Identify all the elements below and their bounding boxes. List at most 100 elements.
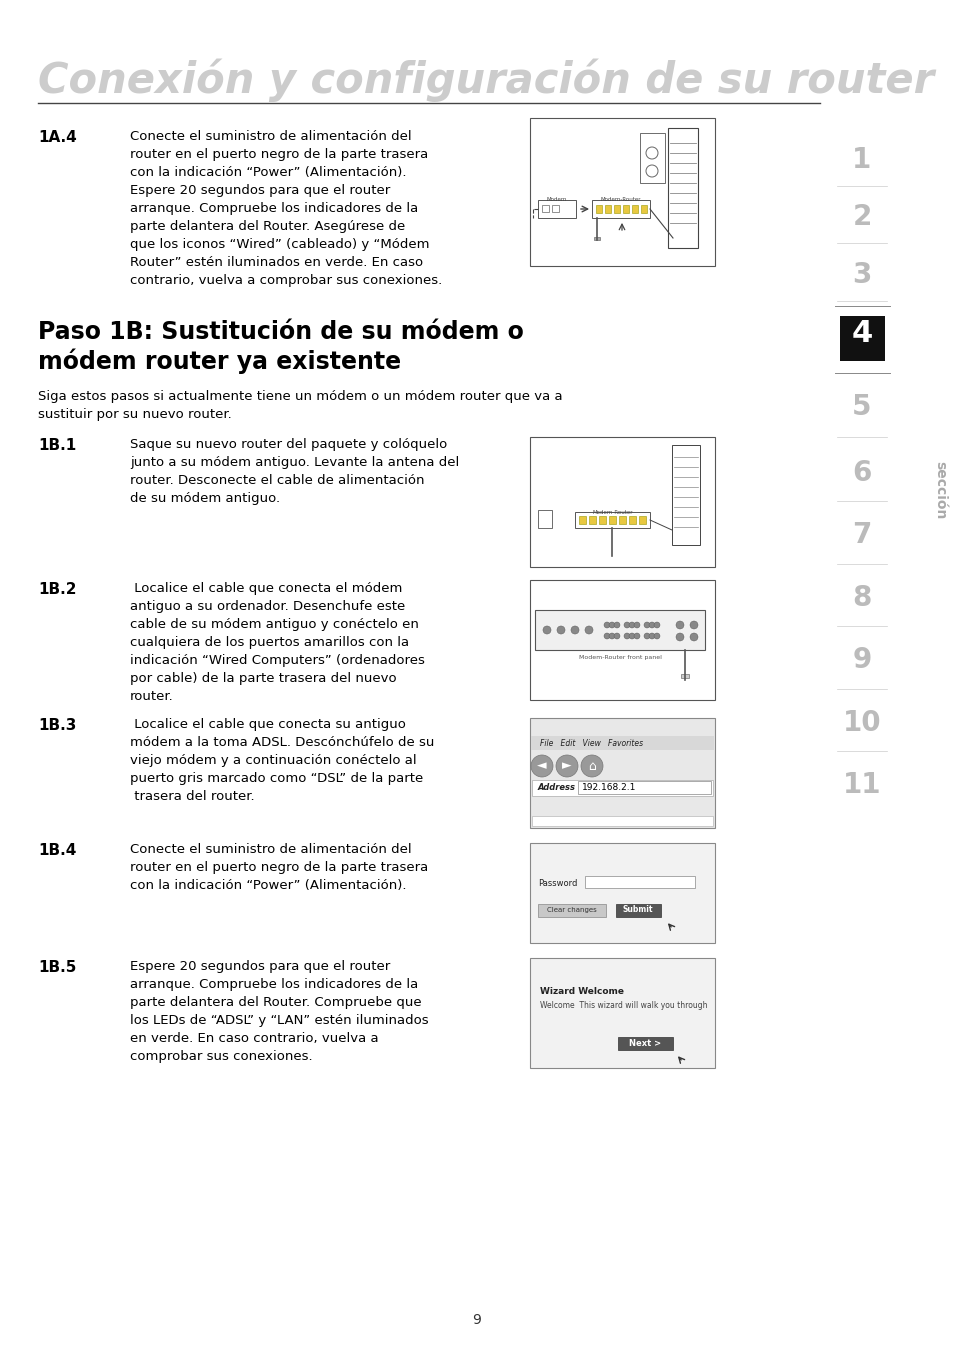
Text: Conecte el suministro de alimentación del
router en el puerto negro de la parte : Conecte el suministro de alimentación de… [130, 842, 428, 891]
Bar [618, 1037, 672, 1050]
Bar [618, 517, 625, 523]
Text: Password: Password [537, 879, 577, 887]
Bar [535, 611, 704, 650]
Circle shape [676, 622, 683, 628]
Text: 9: 9 [851, 646, 871, 673]
Circle shape [608, 632, 615, 639]
Text: sección: sección [932, 461, 946, 519]
Text: 4: 4 [850, 319, 872, 348]
Bar [588, 517, 596, 523]
Text: Siga estos pasos si actualmente tiene un módem o un módem router que va a
sustit: Siga estos pasos si actualmente tiene un… [38, 390, 562, 421]
Bar [537, 200, 576, 218]
Bar [667, 128, 698, 248]
Text: 1B.5: 1B.5 [38, 960, 76, 975]
Bar [639, 517, 645, 523]
Circle shape [689, 622, 698, 628]
Bar [614, 204, 619, 213]
Bar [616, 904, 660, 917]
Bar [537, 904, 605, 917]
Text: Modem-Router: Modem-Router [592, 510, 632, 515]
Bar [575, 512, 649, 527]
Circle shape [580, 755, 602, 777]
Circle shape [556, 755, 578, 777]
Circle shape [623, 622, 629, 628]
Bar [592, 200, 649, 218]
Text: Localice el cable que conecta su antiguo
módem a la toma ADSL. Descónchúfelo de : Localice el cable que conecta su antiguo… [130, 718, 434, 803]
Text: Modem-Router: Modem-Router [600, 198, 640, 202]
Text: 3: 3 [851, 260, 871, 289]
Text: Submit: Submit [622, 905, 653, 915]
Circle shape [643, 622, 649, 628]
Circle shape [634, 622, 639, 628]
Bar [530, 842, 714, 943]
Bar [640, 204, 646, 213]
Circle shape [608, 622, 615, 628]
Text: 1B.2: 1B.2 [38, 582, 76, 597]
Text: 1A.4: 1A.4 [38, 129, 76, 144]
Circle shape [531, 755, 553, 777]
Text: 1: 1 [851, 146, 871, 174]
Bar [552, 204, 558, 213]
Text: Wizard Welcome: Wizard Welcome [539, 987, 623, 995]
Bar [598, 517, 605, 523]
Circle shape [648, 632, 655, 639]
Bar [584, 876, 695, 889]
Text: 5: 5 [851, 393, 871, 421]
Bar [530, 119, 714, 266]
Bar [530, 958, 714, 1069]
Text: módem router ya existente: módem router ya existente [38, 348, 400, 373]
Bar [594, 237, 599, 240]
Circle shape [689, 632, 698, 641]
Bar [622, 204, 628, 213]
Bar [604, 204, 610, 213]
Bar [537, 510, 552, 527]
Bar [578, 781, 710, 795]
Text: 192.168.2.1: 192.168.2.1 [581, 784, 636, 792]
Bar [578, 517, 585, 523]
Text: Clear changes: Clear changes [547, 906, 597, 913]
Bar [530, 581, 714, 701]
Text: File   Edit   View   Favorites: File Edit View Favorites [539, 739, 642, 747]
Bar [530, 718, 714, 827]
Text: 8: 8 [851, 583, 871, 612]
Bar [596, 204, 601, 213]
Bar [530, 438, 714, 567]
Bar [631, 204, 638, 213]
Circle shape [542, 626, 551, 634]
Text: 1B.3: 1B.3 [38, 718, 76, 733]
Text: 1B.1: 1B.1 [38, 438, 76, 453]
Text: Conexión y configuración de su router: Conexión y configuración de su router [38, 59, 933, 101]
Text: 11: 11 [841, 771, 881, 799]
Text: 10: 10 [841, 709, 881, 737]
Bar [680, 673, 688, 677]
Circle shape [614, 622, 619, 628]
Text: Conecte el suministro de alimentación del
router en el puerto negro de la parte : Conecte el suministro de alimentación de… [130, 129, 442, 288]
Circle shape [645, 147, 658, 159]
Bar [608, 517, 616, 523]
Circle shape [648, 622, 655, 628]
Bar [639, 134, 664, 183]
Text: ►: ► [561, 759, 571, 773]
Circle shape [557, 626, 564, 634]
Text: Modem: Modem [546, 198, 567, 202]
Circle shape [603, 632, 609, 639]
Text: ◄: ◄ [537, 759, 546, 773]
Text: Address: Address [537, 784, 576, 792]
Bar [541, 204, 548, 213]
Bar [628, 517, 636, 523]
Text: ⌂: ⌂ [587, 759, 596, 773]
Text: Next >: Next > [628, 1039, 660, 1048]
Circle shape [628, 632, 635, 639]
Text: Welcome  This wizard will walk you through: Welcome This wizard will walk you throug… [539, 1000, 707, 1010]
Circle shape [654, 622, 659, 628]
Circle shape [634, 632, 639, 639]
Circle shape [645, 165, 658, 177]
Text: Saque su nuevo router del paquete y colóquelo
junto a su módem antiguo. Levante : Saque su nuevo router del paquete y coló… [130, 438, 458, 506]
Circle shape [603, 622, 609, 628]
Text: Localice el cable que conecta el módem
antiguo a su ordenador. Desenchufe este
c: Localice el cable que conecta el módem a… [130, 582, 424, 703]
Text: 6: 6 [851, 459, 871, 487]
Bar [532, 816, 712, 826]
Bar [532, 780, 712, 796]
Circle shape [676, 632, 683, 641]
Circle shape [628, 622, 635, 628]
